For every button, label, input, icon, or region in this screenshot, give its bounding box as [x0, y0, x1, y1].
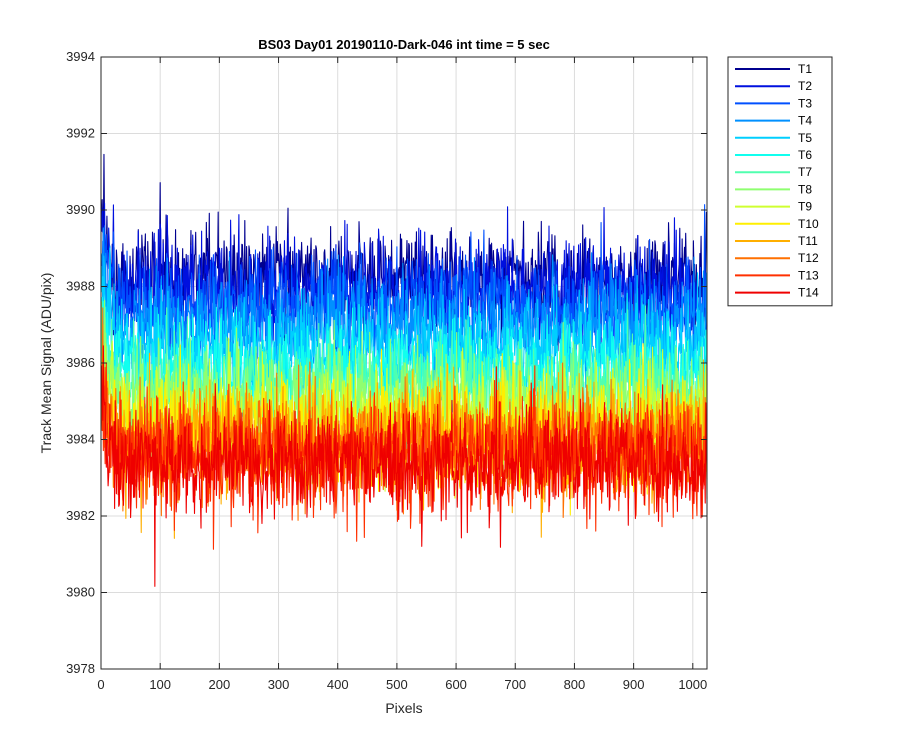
legend-label-t8: T8	[798, 182, 812, 196]
chart-title: BS03 Day01 20190110-Dark-046 int time = …	[258, 37, 550, 52]
legend-box	[727, 56, 833, 307]
x-tick-label: 1000	[678, 677, 707, 692]
legend-label-t14: T14	[798, 286, 819, 300]
y-tick-label: 3978	[66, 661, 95, 676]
legend-label-t3: T3	[798, 96, 812, 110]
legend-label-t13: T13	[798, 268, 819, 282]
y-tick-label: 3988	[66, 279, 95, 294]
y-tick-label: 3982	[66, 508, 95, 523]
legend: T1 T2 T3 T4 T5 T6 T7 T8 T9 T10 T11 T12 T13 T14	[727, 56, 833, 307]
y-tick-label: 3986	[66, 355, 95, 370]
legend-label-t11: T11	[798, 234, 818, 248]
legend-label-t4: T4	[798, 114, 812, 128]
y-axis-label: Track Mean Signal (ADU/pix)	[38, 273, 54, 454]
y-tick-label: 3984	[66, 432, 95, 447]
legend-label-t9: T9	[798, 200, 812, 214]
legend-label-t7: T7	[798, 165, 812, 179]
x-tick-label: 400	[327, 677, 349, 692]
y-tick-label: 3990	[66, 202, 95, 217]
legend-label-t1: T1	[798, 62, 812, 76]
legend-label-t5: T5	[798, 131, 812, 145]
x-tick-label: 900	[623, 677, 645, 692]
y-tick-label: 3980	[66, 585, 95, 600]
legend-label-t6: T6	[798, 148, 812, 162]
series-line-t8	[101, 299, 708, 485]
x-tick-label: 200	[209, 677, 231, 692]
axis-ticks: 0 100 200 300 400 500 600 700 800 900 1000 3978 3980…	[66, 49, 707, 692]
x-tick-label: 700	[504, 677, 526, 692]
x-tick-label: 800	[564, 677, 586, 692]
x-axis-label: Pixels	[385, 700, 422, 716]
x-tick-label: 600	[445, 677, 467, 692]
legend-label-t2: T2	[798, 79, 812, 93]
x-tick-label: 300	[268, 677, 290, 692]
series-line-t14	[101, 345, 708, 587]
legend-label-t12: T12	[798, 251, 819, 265]
x-tick-label: 500	[386, 677, 408, 692]
x-tick-label: 0	[97, 677, 104, 692]
series-line-t4	[101, 227, 708, 397]
legend-label-t10: T10	[798, 217, 819, 231]
y-tick-label: 3992	[66, 126, 95, 141]
y-tick-label: 3994	[66, 49, 95, 64]
series-layer	[101, 153, 708, 587]
x-tick-label: 100	[149, 677, 171, 692]
